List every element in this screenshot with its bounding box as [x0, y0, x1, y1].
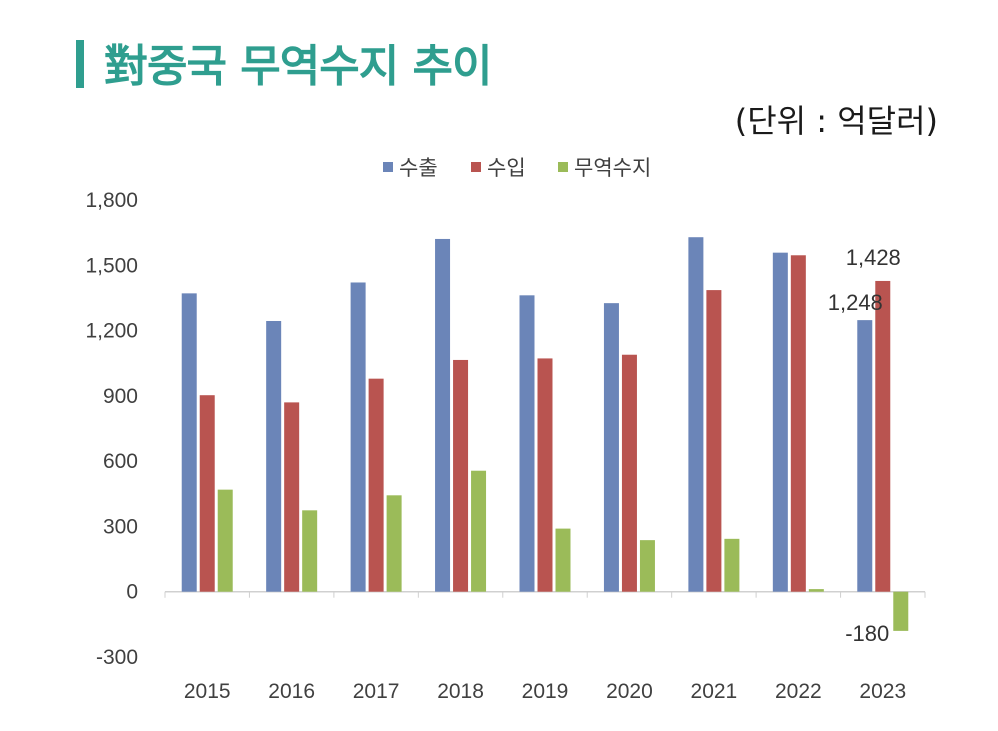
bar	[284, 402, 300, 592]
legend-label: 수출	[399, 156, 438, 180]
bar	[199, 395, 215, 592]
bar	[893, 591, 909, 631]
legend-swatch	[558, 162, 568, 172]
bar	[519, 295, 535, 592]
data-label: -180	[845, 621, 889, 646]
legend-swatch	[383, 162, 393, 172]
bar	[181, 293, 197, 592]
y-tick-label: -300	[96, 646, 138, 669]
title-accent-bar	[76, 40, 84, 88]
bar	[621, 354, 637, 592]
bar	[217, 489, 233, 592]
y-tick-label: 300	[103, 515, 138, 538]
bar	[857, 320, 873, 592]
label-layer: 1,248 1,428 -180	[828, 245, 901, 646]
x-tick-label: 2020	[606, 680, 653, 703]
x-tick-label: 2018	[437, 680, 484, 703]
x-tick-label: 2023	[859, 680, 906, 703]
bar	[706, 290, 722, 592]
x-tick-label: 2019	[522, 680, 569, 703]
y-tick-label: 0	[126, 581, 138, 604]
x-tick-label: 2022	[775, 680, 822, 703]
bar	[639, 540, 655, 592]
page-title: 對중국 무역수지 추이	[104, 41, 492, 92]
bar	[790, 255, 806, 592]
y-tick-label: 1,500	[85, 254, 138, 277]
bar	[386, 495, 402, 592]
bar	[724, 538, 740, 592]
bar	[772, 252, 788, 592]
y-tick-label: 900	[103, 385, 138, 408]
x-tick-label: 2016	[268, 680, 315, 703]
bar	[808, 589, 824, 592]
legend: 수출 수입 무역수지	[383, 156, 651, 180]
bar	[453, 359, 469, 592]
bar	[537, 358, 553, 592]
bar	[688, 237, 704, 592]
legend-swatch	[471, 162, 481, 172]
x-tick-label: 2021	[691, 680, 738, 703]
data-label: 1,248	[828, 290, 883, 315]
legend-label: 수입	[487, 156, 526, 180]
x-tick-label: 2015	[184, 680, 231, 703]
y-tick-label: 1,800	[85, 189, 138, 212]
data-label: 1,428	[846, 245, 901, 270]
bar	[302, 510, 318, 592]
unit-label: (단위 : 억달러)	[734, 102, 938, 140]
y-tick-label: 1,200	[85, 320, 138, 343]
bar	[350, 282, 366, 592]
bar	[368, 378, 384, 592]
bar	[555, 528, 571, 592]
bar	[266, 320, 282, 592]
legend-label: 무역수지	[574, 156, 651, 180]
axis-layer: -300 0 300 600 900 1,200 1,500 1,800 2015 2016 201…	[85, 189, 926, 703]
bar	[875, 280, 891, 592]
y-tick-label: 600	[103, 450, 138, 473]
bar	[603, 303, 619, 592]
bar	[471, 470, 487, 592]
bar-layer	[181, 237, 909, 631]
bar	[435, 238, 451, 592]
x-tick-label: 2017	[353, 680, 400, 703]
